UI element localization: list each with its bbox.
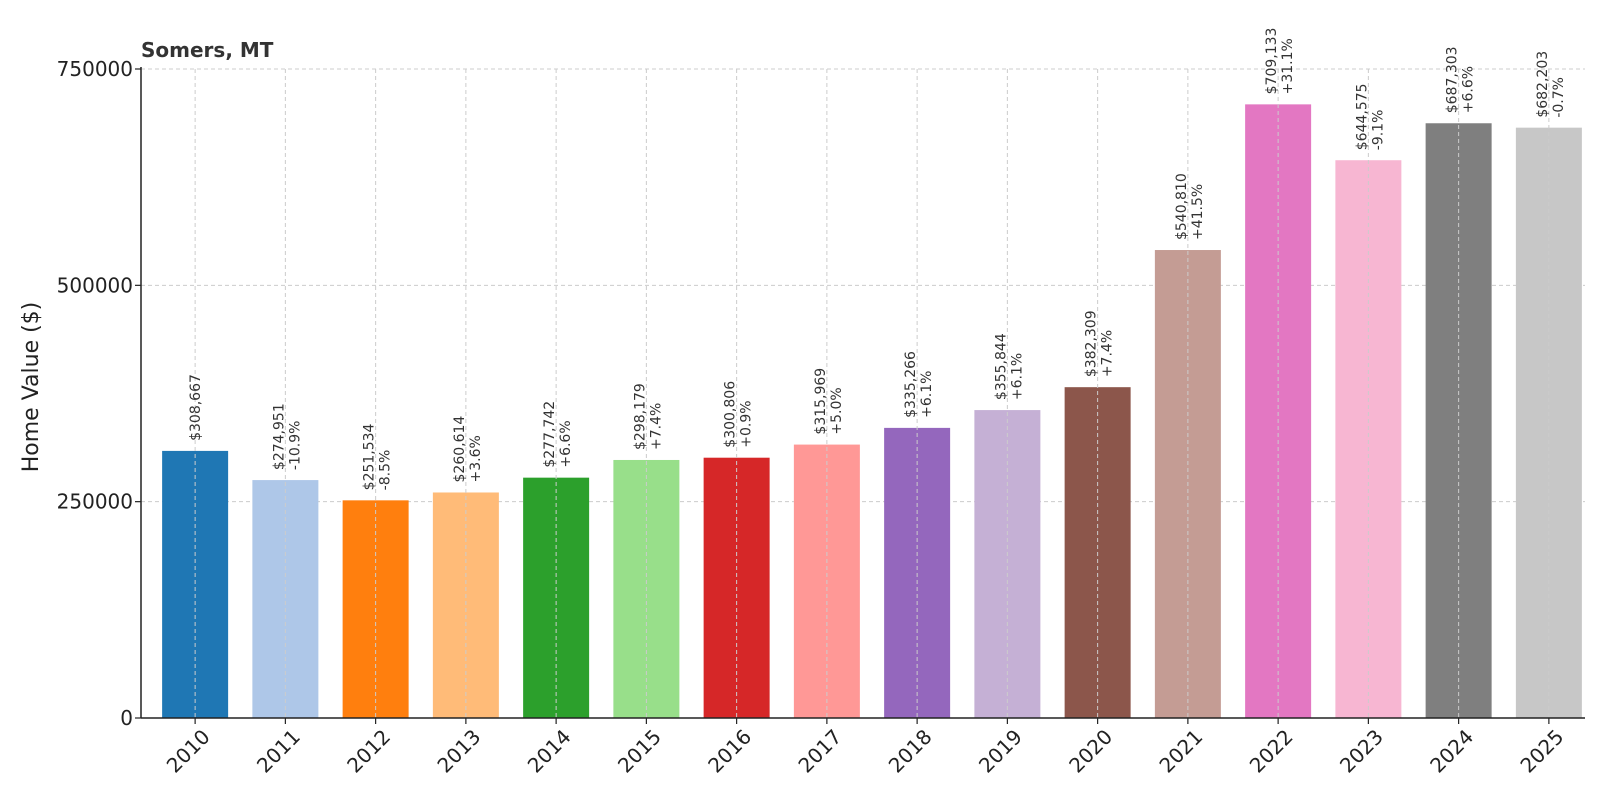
x-tick-label: 2010: [162, 725, 215, 778]
bar-annotation: $382,309 +7.4%: [1084, 310, 1116, 377]
value-label: $251,534: [362, 423, 378, 490]
y-tick-label: 0: [120, 706, 133, 730]
bar-annotation: $687,303 +6.6%: [1445, 46, 1477, 113]
change-label: -10.9%: [287, 421, 303, 471]
value-label: $277,742: [542, 401, 558, 468]
value-label: $682,203: [1535, 51, 1551, 118]
value-label: $644,575: [1354, 83, 1370, 150]
x-tick-label: 2013: [432, 725, 485, 778]
x-tick-label: 2025: [1515, 725, 1568, 778]
y-axis-label: Home Value ($): [19, 302, 44, 473]
value-label: $709,133: [1264, 28, 1280, 95]
bar-annotation: $274,951 -10.9%: [271, 403, 303, 470]
bar-annotation: $709,133 +31.1%: [1264, 28, 1296, 95]
value-label: $382,309: [1084, 310, 1100, 377]
x-tick-label: 2021: [1154, 725, 1207, 778]
bar-labels: $308,667 $274,951 -10.9% $251,534 -8.5% $260,…: [188, 28, 1567, 491]
change-label: +6.6%: [558, 420, 574, 467]
bar-2011: [252, 480, 319, 718]
change-label: +6.1%: [1009, 353, 1025, 400]
value-label: $355,844: [993, 333, 1009, 400]
value-label: $300,806: [723, 381, 739, 448]
chart-title: Somers, MT: [141, 38, 274, 62]
change-label: +6.6%: [1461, 66, 1477, 113]
x-tick-label: 2024: [1425, 725, 1478, 778]
value-label: $335,266: [903, 351, 919, 418]
value-label: $315,969: [813, 368, 829, 435]
bar-2023: [1335, 160, 1402, 718]
change-label: +41.5%: [1190, 184, 1206, 240]
bar-annotation: $251,534 -8.5%: [362, 423, 394, 490]
bar-annotation: $644,575 -9.1%: [1354, 83, 1386, 150]
x-tick-label: 2023: [1335, 725, 1388, 778]
x-tick-label: 2018: [884, 725, 937, 778]
bar-annotation: $277,742 +6.6%: [542, 401, 574, 468]
x-tick-label: 2014: [523, 725, 576, 778]
change-label: -0.7%: [1551, 77, 1567, 118]
change-label: +0.9%: [739, 400, 755, 447]
bar-annotation: $540,810 +41.5%: [1174, 173, 1206, 240]
bar-annotation: $298,179 +7.4%: [632, 383, 664, 450]
x-tick-label: 2015: [613, 725, 666, 778]
bar-annotation: $300,806 +0.9%: [723, 381, 755, 448]
x-tick-label: 2019: [974, 725, 1027, 778]
x-tick-label: 2016: [703, 725, 756, 778]
change-label: -9.1%: [1370, 110, 1386, 151]
y-tick-label: 250000: [57, 490, 133, 514]
x-tick-label: 2011: [252, 725, 305, 778]
bar-annotation: $355,844 +6.1%: [993, 333, 1025, 400]
change-label: +3.6%: [468, 435, 484, 482]
y-tick-label: 750000: [57, 57, 133, 81]
y-tick-label: 500000: [57, 273, 133, 297]
x-tick-label: 2020: [1064, 725, 1117, 778]
value-label: $540,810: [1174, 173, 1190, 240]
bar-annotation: $335,266 +6.1%: [903, 351, 935, 418]
change-label: +7.4%: [648, 403, 664, 450]
bar-annotation: $315,969 +5.0%: [813, 368, 845, 435]
change-label: +7.4%: [1100, 330, 1116, 377]
vertical-grid-lines: [194, 69, 1550, 718]
bar-annotation: $260,614 +3.6%: [452, 416, 484, 483]
change-label: -8.5%: [378, 450, 394, 491]
change-label: +6.1%: [919, 371, 935, 418]
value-label: $274,951: [271, 403, 287, 470]
bars: [162, 104, 1582, 719]
value-label: $308,667: [188, 374, 204, 441]
x-tick-label: 2012: [342, 725, 395, 778]
change-label: +31.1%: [1280, 38, 1296, 94]
bar-annotation: $308,667: [188, 374, 204, 441]
change-label: +5.0%: [829, 387, 845, 434]
value-label: $260,614: [452, 416, 468, 483]
bar-annotation: $682,203 -0.7%: [1535, 51, 1567, 118]
x-tick-label: 2017: [793, 725, 846, 778]
value-label: $298,179: [632, 383, 648, 450]
x-tick-label: 2022: [1245, 725, 1298, 778]
value-label: $687,303: [1445, 46, 1461, 113]
